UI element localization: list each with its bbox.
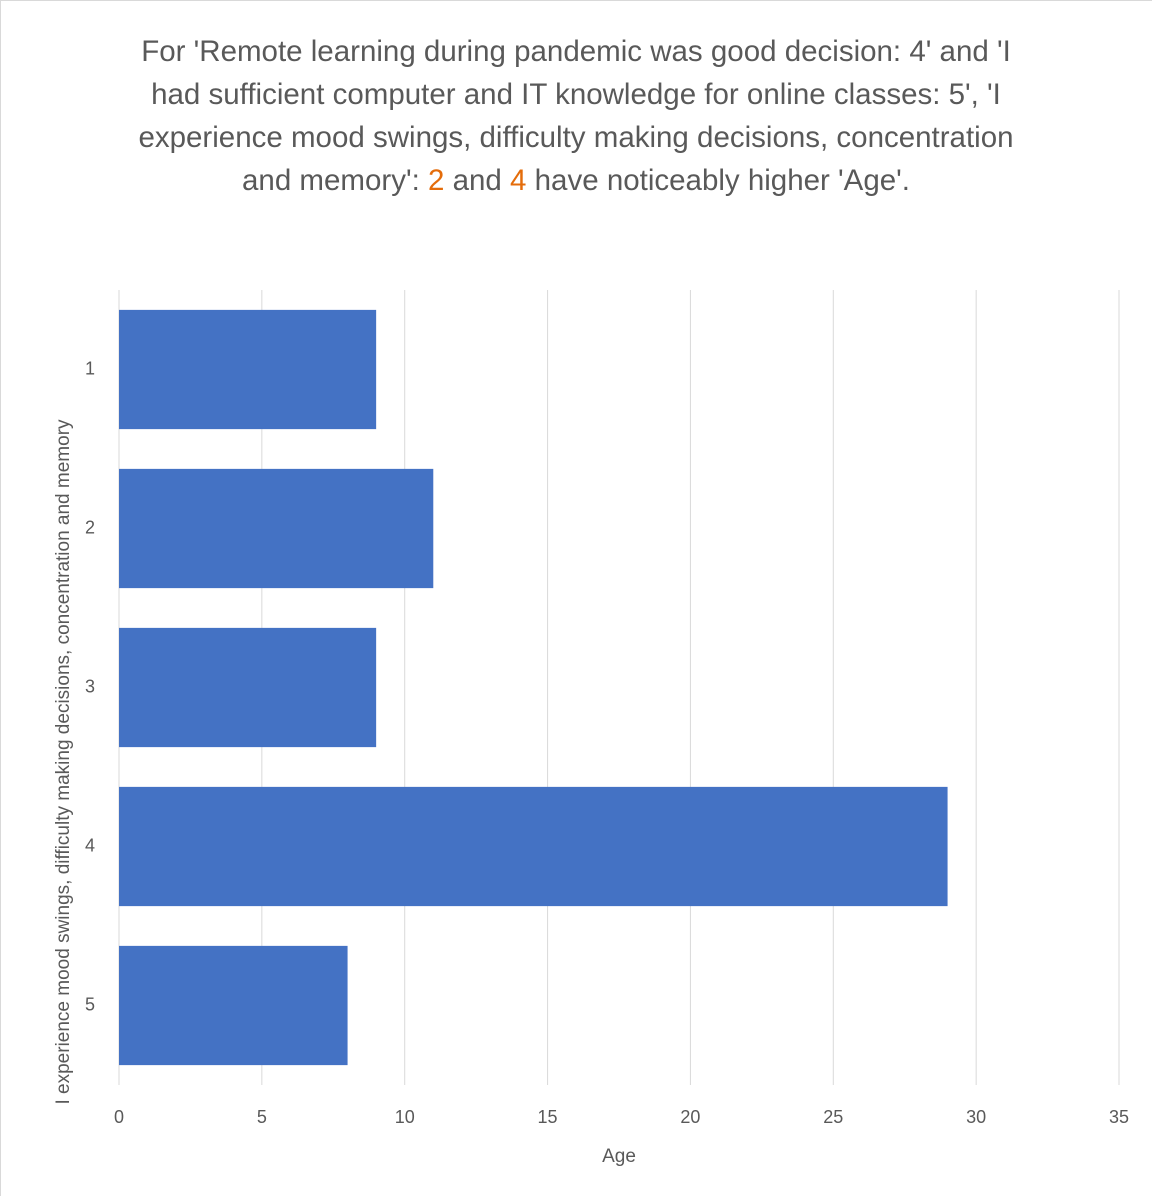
bar <box>119 468 434 589</box>
bar <box>119 786 948 907</box>
x-tick-label: 30 <box>966 1107 986 1127</box>
title-part: have noticeably higher 'Age'. <box>526 164 910 197</box>
bar <box>119 309 377 430</box>
bar <box>119 945 348 1066</box>
x-tick-label: 20 <box>680 1107 700 1127</box>
y-tick-label: 2 <box>85 517 95 537</box>
title-part: and <box>444 164 511 197</box>
y-tick-label: 1 <box>85 358 95 378</box>
x-tick-label: 15 <box>538 1107 558 1127</box>
title-part: 4 <box>510 164 527 197</box>
x-tick-label: 35 <box>1109 1107 1129 1127</box>
chart-title: For 'Remote learning during pandemic was… <box>131 30 1021 202</box>
title-part: 2 <box>427 164 445 197</box>
y-tick-label: 3 <box>85 676 95 696</box>
y-tick-label: 4 <box>85 835 95 855</box>
x-tick-label: 10 <box>395 1107 415 1127</box>
title-part: For 'Remote learning during pandemic was… <box>138 35 1014 197</box>
y-tick-label: 5 <box>85 994 95 1014</box>
y-axis-label: I experience mood swings, difficulty mak… <box>53 419 74 1105</box>
x-tick-label: 25 <box>823 1107 843 1127</box>
x-tick-label: 5 <box>257 1107 267 1127</box>
x-axis-label: Age <box>602 1146 636 1167</box>
bar <box>119 627 377 748</box>
x-tick-label: 0 <box>114 1107 124 1127</box>
